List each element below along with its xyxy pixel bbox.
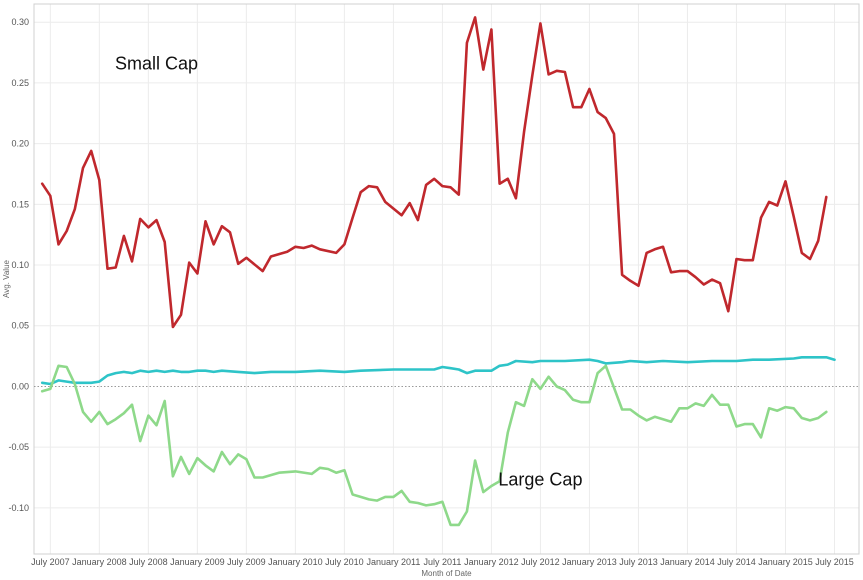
series-line-0 (40, 16, 828, 329)
x-tick-label: July 2008 (129, 557, 168, 567)
x-tick-label: July 2012 (521, 557, 560, 567)
x-tick-label: January 2011 (366, 557, 420, 567)
x-tick-label: July 2013 (619, 557, 658, 567)
series-annotation: Small Cap (115, 54, 198, 74)
x-tick-label: January 2008 (72, 557, 127, 567)
x-axis-ticks: July 2007 January 2008 July 2008 January 20… (31, 557, 854, 567)
x-tick-label: July 2015 (815, 557, 854, 567)
y-tick-label: 0.00 (11, 381, 29, 391)
series-line-2 (40, 364, 828, 527)
x-tick-label: January 2013 (562, 557, 617, 567)
x-tick-label: July 2010 (325, 557, 364, 567)
x-tick-label: January 2010 (268, 557, 323, 567)
y-tick-label: 0.25 (11, 78, 29, 88)
x-tick-label: July 2014 (717, 557, 756, 567)
x-tick-label: January 2012 (464, 557, 519, 567)
x-axis-title: Month of Date (421, 569, 472, 578)
x-tick-label: January 2009 (170, 557, 225, 567)
y-tick-label: 0.20 (11, 139, 29, 149)
y-tick-label: -0.10 (8, 503, 29, 513)
y-tick-label: 0.30 (11, 17, 29, 27)
series-annotation: Large Cap (498, 469, 582, 489)
y-axis-ticks: 0.30 0.25 0.20 0.15 0.10 0.05 0.00 -0.05 -0.10 (8, 17, 29, 513)
x-tick-label: July 2011 (423, 557, 461, 567)
y-tick-label: -0.05 (8, 442, 29, 452)
series-lines (40, 16, 836, 527)
x-tick-label: January 2014 (660, 557, 715, 567)
y-tick-label: 0.10 (11, 260, 29, 270)
x-tick-label: January 2015 (758, 557, 813, 567)
y-tick-label: 0.15 (11, 199, 29, 209)
y-tick-label: 0.05 (11, 321, 29, 331)
x-tick-label: July 2007 (31, 557, 70, 567)
chart-annotations: Small Cap Large Cap (115, 54, 582, 490)
x-tick-label: July 2009 (227, 557, 266, 567)
y-axis-title: Avg. Value (2, 259, 11, 298)
grid-lines (34, 4, 859, 554)
series-line-1 (40, 356, 836, 386)
plot-frame (33, 3, 860, 555)
